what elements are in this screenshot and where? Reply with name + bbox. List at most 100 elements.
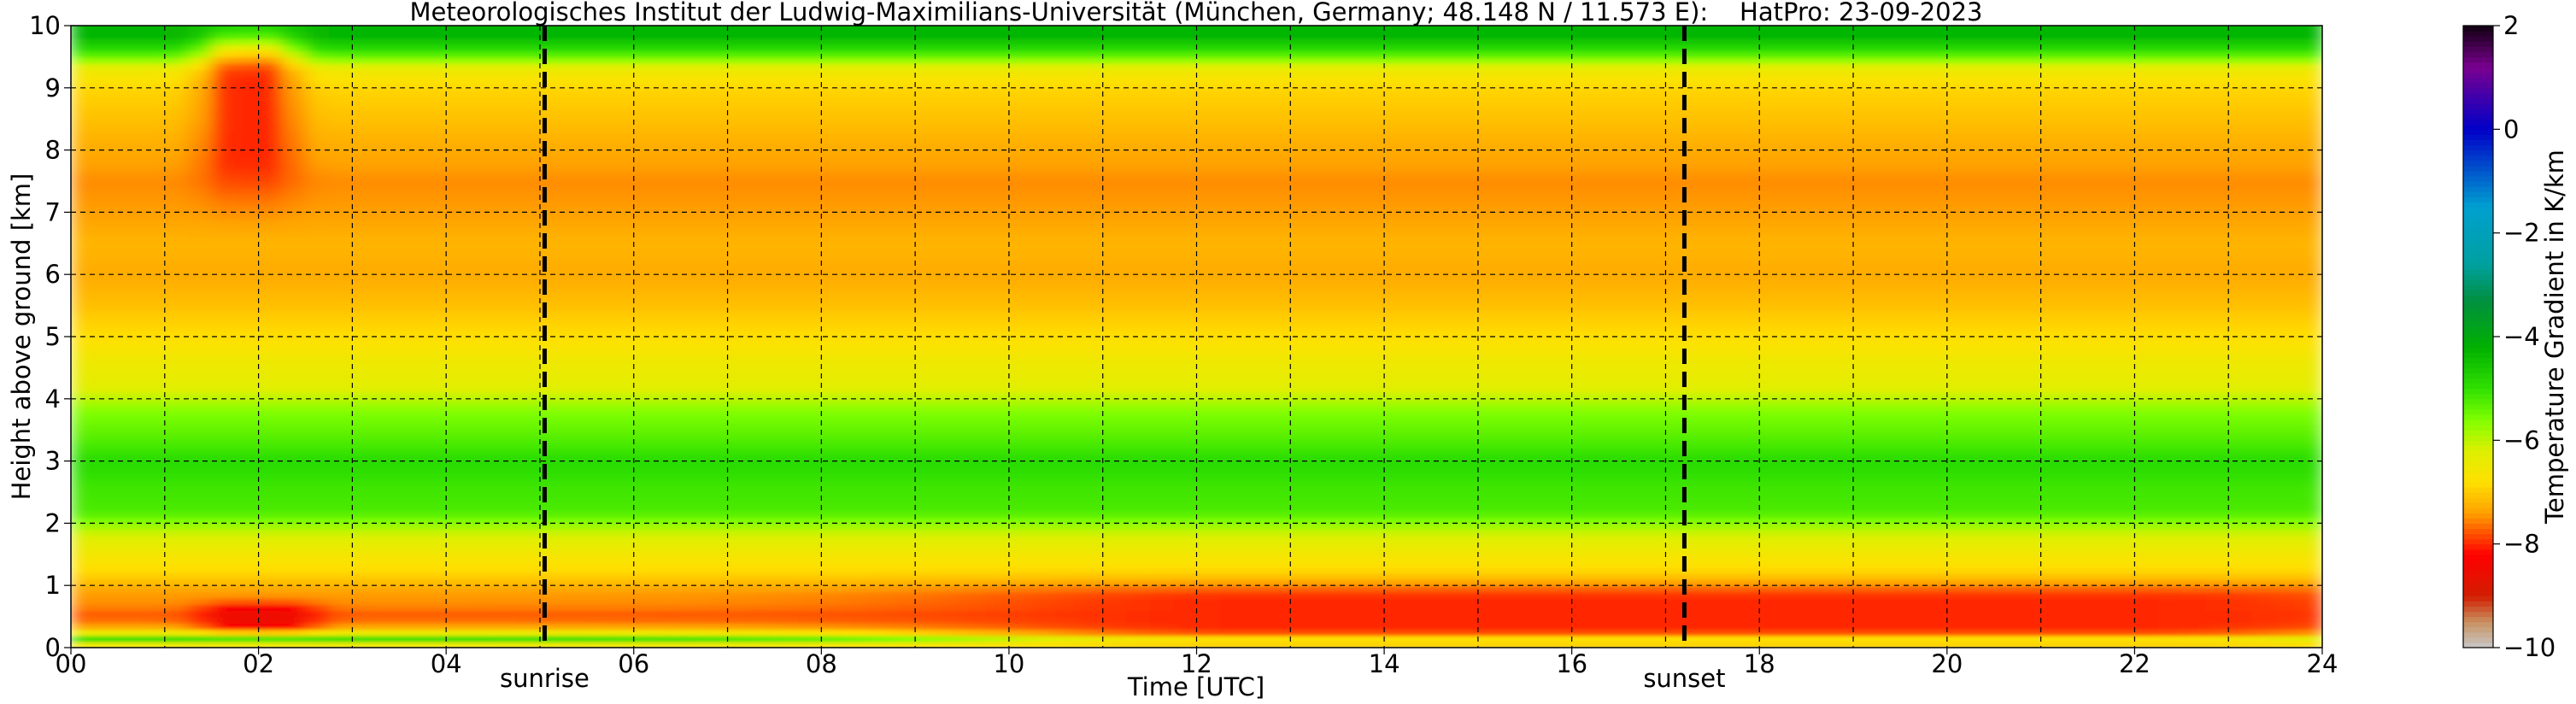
- heatmap-cell: [1102, 417, 1128, 425]
- heatmap-cell: [633, 181, 659, 189]
- heatmap-cell: [422, 392, 448, 400]
- heatmap-cell: [422, 318, 448, 326]
- heatmap-cell: [633, 69, 659, 77]
- heatmap-cell: [868, 455, 893, 462]
- heatmap-cell: [399, 392, 424, 400]
- heatmap-cell: [586, 560, 612, 568]
- heatmap-cell: [844, 274, 870, 282]
- heatmap-cell: [985, 112, 1010, 120]
- heatmap-cell: [164, 466, 190, 475]
- heatmap-cell: [821, 585, 846, 593]
- heatmap-cell: [422, 174, 448, 182]
- heatmap-cell: [446, 510, 471, 519]
- heatmap-cell: [375, 485, 401, 493]
- heatmap-cell: [1032, 249, 1057, 257]
- heatmap-cell: [352, 330, 377, 337]
- heatmap-cell: [938, 635, 963, 642]
- heatmap-cell: [117, 554, 143, 562]
- heatmap-cell: [1173, 349, 1198, 356]
- heatmap-cell: [915, 523, 940, 531]
- heatmap-cell: [891, 517, 917, 525]
- heatmap-cell: [633, 286, 659, 295]
- heatmap-cell: [891, 75, 917, 83]
- heatmap-cell: [305, 225, 330, 232]
- heatmap-cell: [821, 578, 846, 587]
- heatmap-cell: [516, 510, 541, 519]
- heatmap-cell: [71, 75, 96, 83]
- heatmap-cell: [1173, 231, 1198, 238]
- heatmap-cell: [610, 324, 635, 331]
- heatmap-cell: [282, 44, 307, 52]
- heatmap-cell: [704, 616, 729, 624]
- heatmap-cell: [141, 578, 166, 587]
- heatmap-cell: [727, 610, 752, 618]
- heatmap-cell: [446, 267, 471, 276]
- heatmap-cell: [727, 498, 752, 506]
- heatmap-cell: [164, 523, 190, 531]
- heatmap-cell: [704, 591, 729, 599]
- heatmap-cell: [1055, 94, 1081, 102]
- heatmap-cell: [446, 212, 471, 220]
- heatmap-cell: [352, 411, 377, 419]
- heatmap-cell: [586, 32, 612, 39]
- heatmap-cell: [117, 81, 143, 89]
- heatmap-cell: [94, 597, 119, 606]
- heatmap-cell: [516, 56, 541, 64]
- heatmap-cell: [258, 119, 283, 126]
- heatmap-cell: [680, 417, 705, 425]
- heatmap-cell: [258, 311, 283, 320]
- heatmap-cell: [164, 591, 190, 599]
- heatmap-cell: [188, 267, 213, 276]
- heatmap-cell: [844, 560, 870, 568]
- heatmap-cell: [610, 517, 635, 525]
- heatmap-cell: [399, 548, 424, 555]
- heatmap-cell: [1149, 144, 1174, 151]
- heatmap-cell: [469, 629, 494, 637]
- heatmap-cell: [938, 473, 963, 481]
- heatmap-cell: [493, 529, 518, 537]
- heatmap-cell: [164, 81, 190, 89]
- heatmap-cell: [915, 280, 940, 288]
- heatmap-cell: [774, 162, 799, 170]
- heatmap-cell: [985, 492, 1010, 500]
- heatmap-cell: [1219, 560, 1245, 568]
- heatmap-cell: [1032, 610, 1057, 618]
- heatmap-cell: [915, 32, 940, 39]
- heatmap-cell: [352, 87, 377, 96]
- heatmap-cell: [71, 455, 96, 462]
- heatmap-cell: [610, 554, 635, 562]
- heatmap-cell: [540, 430, 565, 437]
- heatmap-cell: [375, 591, 401, 599]
- heatmap-cell: [1102, 455, 1128, 462]
- heatmap-cell: [1149, 392, 1174, 400]
- heatmap-cell: [1149, 578, 1174, 587]
- heatmap-cell: [1196, 274, 1221, 282]
- heatmap-cell: [1196, 261, 1221, 269]
- heatmap-cell: [352, 380, 377, 388]
- heatmap-cell: [1032, 597, 1057, 606]
- heatmap-cell: [797, 504, 823, 512]
- heatmap-cell: [328, 485, 354, 493]
- heatmap-cell: [962, 62, 987, 70]
- heatmap-cell: [727, 380, 752, 388]
- heatmap-cell: [915, 138, 940, 145]
- heatmap-cell: [1149, 380, 1174, 388]
- heatmap-cell: [375, 112, 401, 120]
- heatmap-cell: [1196, 293, 1221, 301]
- heatmap-cell: [211, 616, 237, 624]
- heatmap-cell: [891, 604, 917, 612]
- heatmap-cell: [1173, 267, 1198, 276]
- heatmap-cell: [164, 629, 190, 637]
- heatmap-cell: [1055, 479, 1081, 487]
- heatmap-cell: [774, 461, 799, 468]
- heatmap-cell: [633, 635, 659, 642]
- heatmap-cell: [821, 485, 846, 493]
- heatmap-cell: [117, 536, 143, 543]
- heatmap-cell: [680, 466, 705, 475]
- heatmap-cell: [891, 560, 917, 568]
- heatmap-cell: [493, 585, 518, 593]
- heatmap-cell: [164, 442, 190, 450]
- heatmap-cell: [844, 405, 870, 413]
- heatmap-cell: [1079, 536, 1104, 543]
- heatmap-cell: [141, 548, 166, 555]
